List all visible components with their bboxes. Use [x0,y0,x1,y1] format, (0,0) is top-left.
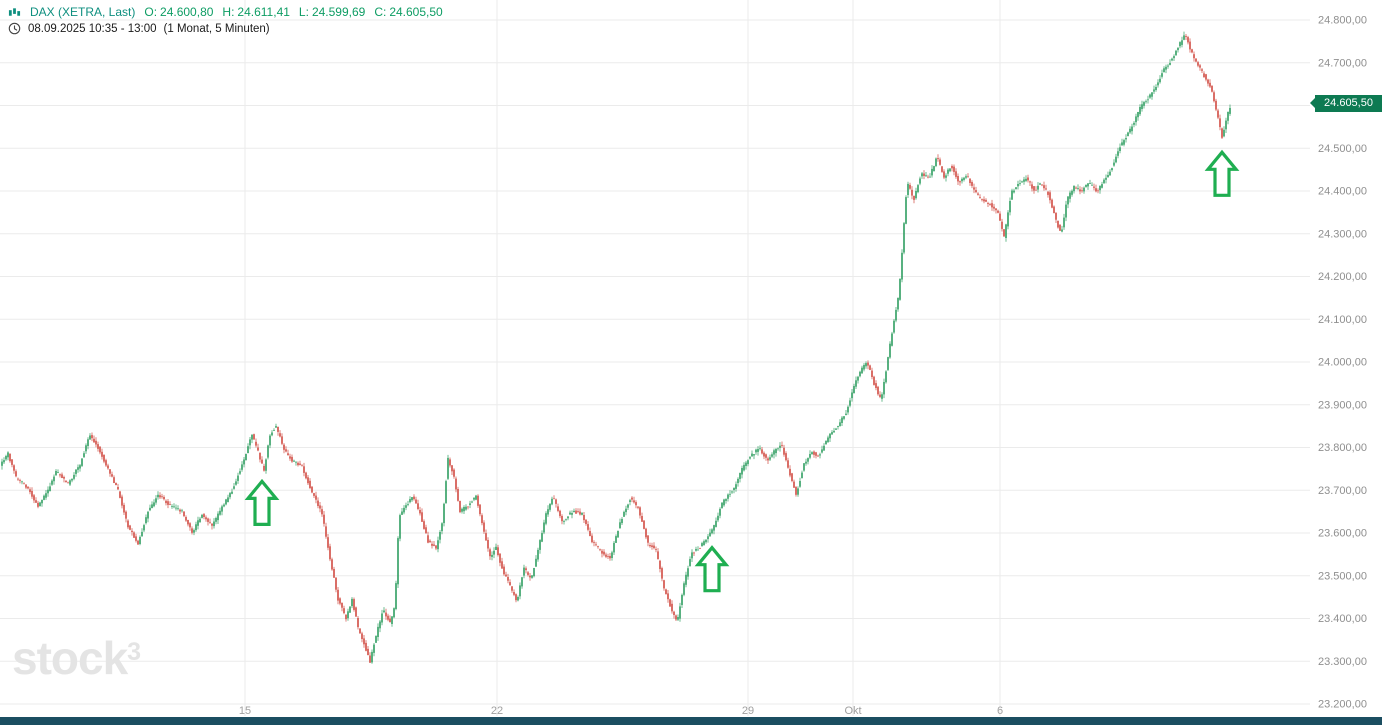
price-tick-label: 24.100,00 [1318,314,1367,326]
price-tick-label: 23.900,00 [1318,399,1367,411]
ohlc-close: C: 24.605,50 [374,5,442,19]
chart-scrollbar[interactable] [0,717,1382,725]
date-tick-label: 15 [239,705,251,717]
up-arrow-marker[interactable] [1204,149,1240,197]
price-tick-label: 24.200,00 [1318,271,1367,283]
ohlc-open-label: O: [144,5,158,19]
instrument-info-row: DAX (XETRA, Last) O: 24.600,80 H: 24.611,4… [8,5,443,19]
ohlc-high-label: H: [222,5,235,19]
date-tick-label: 29 [742,705,754,717]
ohlc-open: O: 24.600,80 [144,5,213,19]
last-price-tag: 24.605,50 [1310,94,1382,112]
ohlc-high: H: 24.611,41 [222,5,290,19]
date-tick-label: 22 [491,705,503,717]
candlesticks [1,31,1231,664]
last-price-value: 24.605,50 [1324,97,1373,110]
stock3-watermark: stock3 [12,632,141,684]
price-tick-label: 24.700,00 [1318,57,1367,69]
instrument-name[interactable]: DAX (XETRA, Last) [30,5,136,19]
ohlc-close-label: C: [374,5,387,19]
price-tick-label: 23.200,00 [1318,699,1367,711]
price-tick-label: 24.500,00 [1318,143,1367,155]
ohlc-low-value: 24.599,69 [311,5,366,19]
time-axis[interactable]: 15 22 29 Okt 6 [239,705,1003,717]
interval-label: (1 Monat, 5 Minuten) [163,22,270,35]
chart-header: DAX (XETRA, Last) O: 24.600,80 H: 24.611,4… [8,5,443,35]
price-tick-label: 23.600,00 [1318,528,1367,540]
price-tag-pointer-icon [1310,98,1315,109]
watermark-text: stock [12,632,128,684]
grid-lines [0,0,1310,716]
price-tick-label: 24.400,00 [1318,186,1367,198]
ohlc-low-label: L: [298,5,309,19]
time-range: 08.09.2025 10:35 - 13:00 [28,22,157,35]
price-tick-label: 23.400,00 [1318,613,1367,625]
watermark-sup: 3 [127,638,141,666]
clock-icon [8,22,21,35]
price-tick-label: 23.800,00 [1318,442,1367,454]
ohlc-low: L: 24.599,69 [299,5,365,19]
buy-signal-markers [244,149,1240,593]
date-tick-label: Okt [844,705,861,717]
ohlc-close-value: 24.605,50 [389,5,443,19]
price-tick-label: 23.700,00 [1318,485,1367,497]
up-arrow-marker[interactable] [244,478,280,526]
ohlc-open-value: 24.600,80 [160,5,214,19]
up-arrow-marker[interactable] [694,545,730,593]
price-tick-label: 24.000,00 [1318,357,1367,369]
price-tick-label: 23.300,00 [1318,656,1367,668]
timeframe-info-row: 08.09.2025 10:35 - 13:00 (1 Monat, 5 Min… [8,22,443,35]
date-tick-label: 6 [997,705,1003,717]
price-tick-label: 24.300,00 [1318,228,1367,240]
price-tick-label: 24.800,00 [1318,15,1367,27]
candlestick-chart-icon [8,6,21,19]
price-axis[interactable]: 24.800,0024.700,0024.600,0024.500,0024.4… [1318,15,1367,711]
price-tick-label: 23.500,00 [1318,570,1367,582]
ohlc-high-value: 24.611,41 [237,5,290,19]
